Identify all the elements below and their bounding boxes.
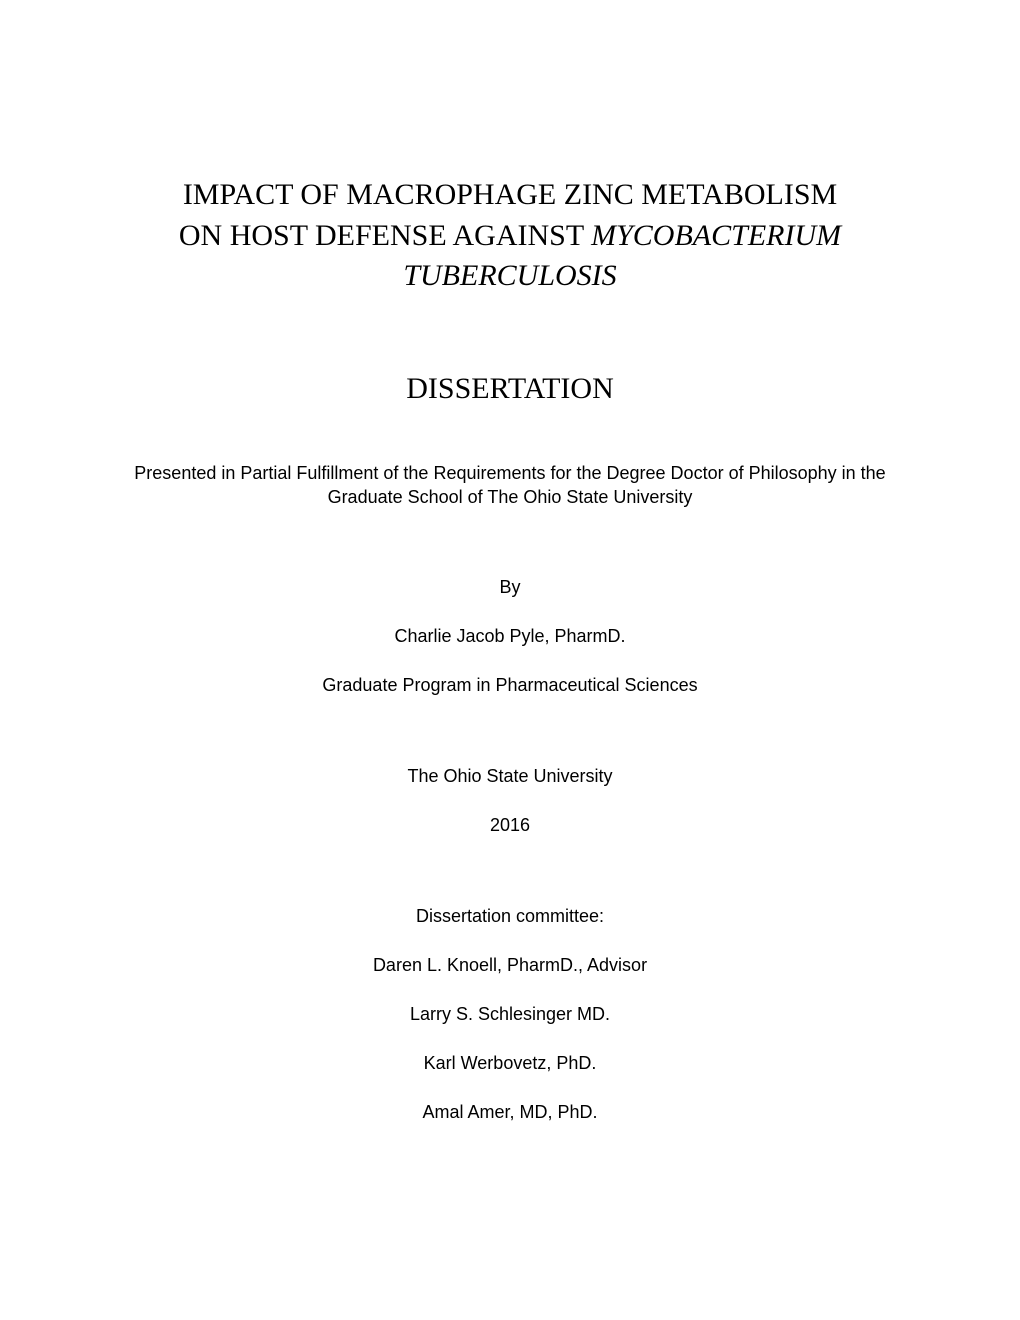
committee-member: Daren L. Knoell, PharmD., Advisor — [120, 955, 900, 976]
title-page: IMPACT OF MACROPHAGE ZINC METABOLISM ON … — [0, 0, 1020, 1231]
title-line-2-plain: ON HOST DEFENSE AGAINST — [179, 219, 591, 252]
by-label: By — [120, 577, 900, 598]
university-name: The Ohio State University — [120, 766, 900, 787]
author-name: Charlie Jacob Pyle, PharmD. — [120, 626, 900, 647]
title-line-2-italic: MYCOBACTERIUM — [591, 219, 841, 252]
committee-member: Amal Amer, MD, PhD. — [120, 1102, 900, 1123]
dissertation-label: DISSERTATION — [120, 372, 900, 406]
committee-member: Larry S. Schlesinger MD. — [120, 1004, 900, 1025]
graduate-program: Graduate Program in Pharmaceutical Scien… — [120, 675, 900, 696]
title-line-1: IMPACT OF MACROPHAGE ZINC METABOLISM — [183, 178, 837, 211]
fulfillment-text: Presented in Partial Fulfillment of the … — [120, 461, 900, 510]
dissertation-title: IMPACT OF MACROPHAGE ZINC METABOLISM ON … — [120, 175, 900, 297]
year: 2016 — [120, 815, 900, 836]
committee-member: Karl Werbovetz, PhD. — [120, 1053, 900, 1074]
committee-heading: Dissertation committee: — [120, 906, 900, 927]
title-line-3-italic: TUBERCULOSIS — [403, 259, 616, 292]
